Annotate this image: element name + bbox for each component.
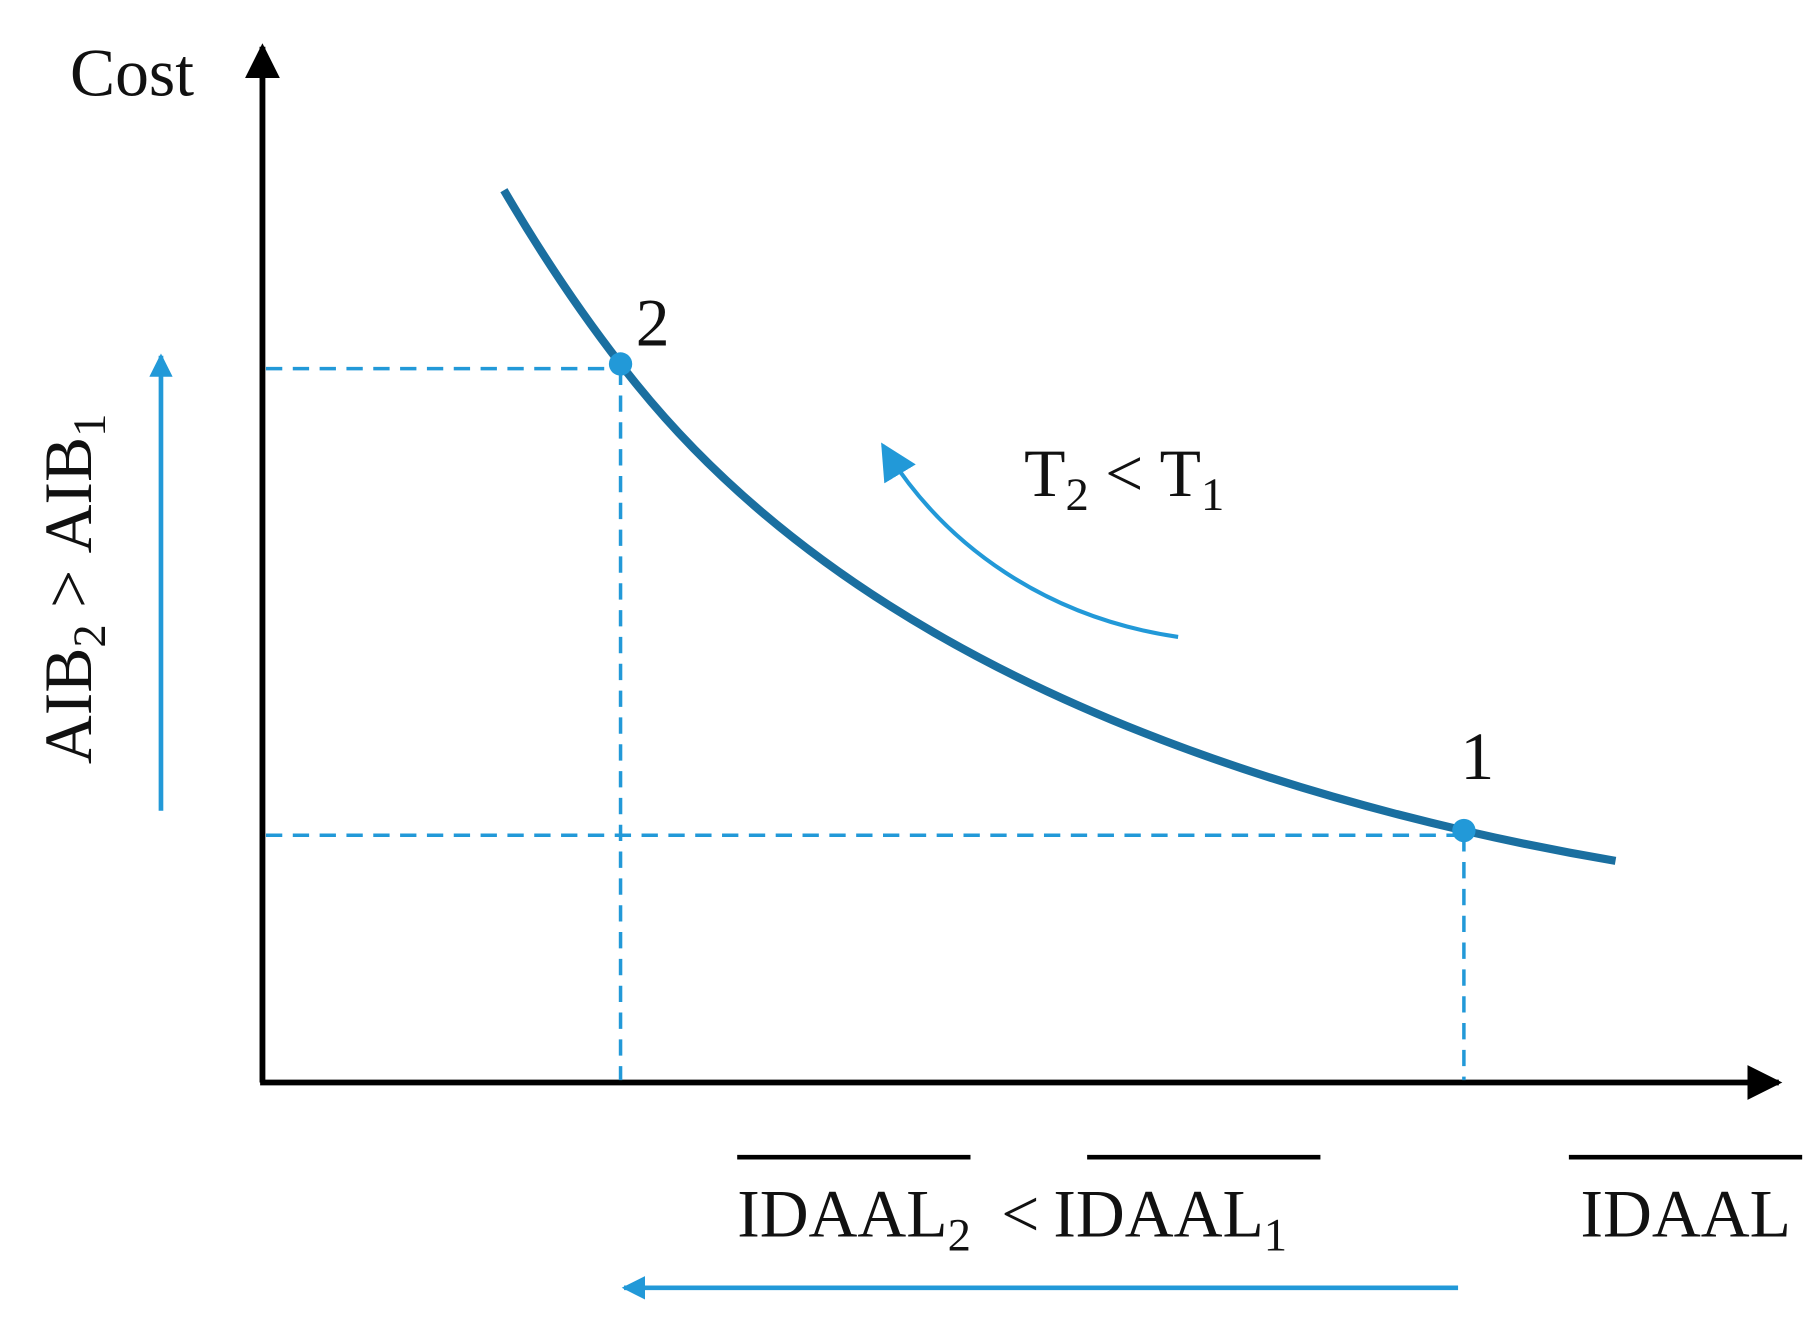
subscript: 2 bbox=[948, 1209, 971, 1261]
subscript: 2 bbox=[1065, 469, 1088, 521]
curve-annotation: T2 < T1 bbox=[1024, 436, 1224, 521]
cost-curve bbox=[500, 188, 1617, 865]
text: IDAAL bbox=[1053, 1176, 1263, 1251]
y-annotation: AIB2>AIB1 bbox=[31, 414, 116, 764]
text: T bbox=[1024, 436, 1065, 511]
subscript: 2 bbox=[64, 624, 116, 647]
text: > bbox=[31, 570, 106, 608]
text: < bbox=[1001, 1176, 1039, 1251]
text: T bbox=[1160, 436, 1201, 511]
text: AIB bbox=[31, 437, 106, 554]
point-1 bbox=[1452, 818, 1476, 843]
point-label: 1 bbox=[1460, 719, 1494, 794]
guide-lines bbox=[265, 366, 1466, 1081]
subscript: 1 bbox=[1264, 1209, 1287, 1261]
y-axis-label: Cost bbox=[70, 36, 194, 111]
text: < bbox=[1105, 436, 1143, 511]
text: IDAAL bbox=[737, 1176, 947, 1251]
point-label: 2 bbox=[636, 285, 670, 360]
subscript: 1 bbox=[1201, 469, 1224, 521]
text: AIB bbox=[31, 648, 106, 764]
shift-arrow bbox=[881, 442, 1179, 639]
point-2 bbox=[608, 352, 633, 376]
subscript: 1 bbox=[64, 414, 116, 437]
x-axis-label: IDAAL bbox=[1581, 1176, 1791, 1251]
x-annotation: IDAAL2 < IDAAL1 bbox=[737, 1176, 1287, 1261]
